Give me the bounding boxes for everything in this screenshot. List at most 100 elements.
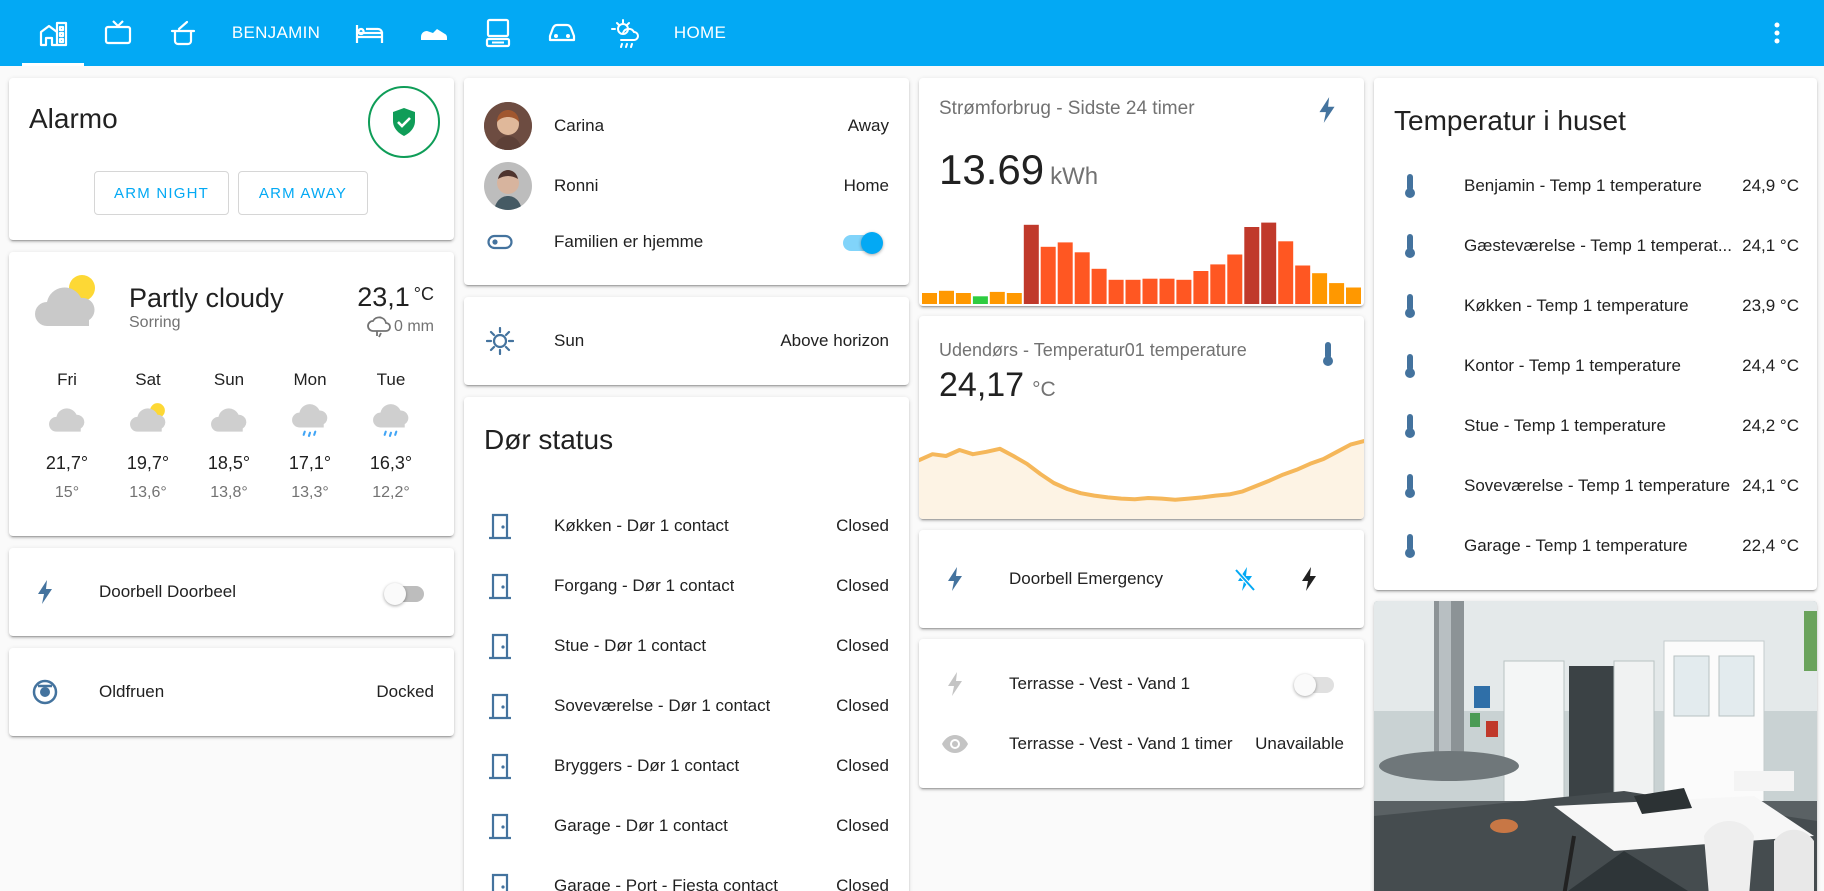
tab-kitchen[interactable] bbox=[163, 0, 203, 66]
tab-hallway[interactable] bbox=[414, 0, 454, 66]
power-bar bbox=[1074, 252, 1090, 304]
outdoor-temp-area bbox=[919, 441, 1364, 519]
person-row-carina[interactable]: Carina Away bbox=[464, 102, 909, 150]
tab-home-city[interactable] bbox=[33, 0, 73, 66]
temperature-row[interactable]: Køkken - Temp 1 temperature 23,9 °C bbox=[1374, 286, 1817, 326]
tab-office[interactable] bbox=[478, 0, 518, 66]
temperature-row[interactable]: Soveværelse - Temp 1 temperature 24,1 °C bbox=[1374, 466, 1817, 506]
outdoor-unit: °C bbox=[1032, 378, 1056, 401]
temperature-row[interactable]: Gæsteværelse - Temp 1 temperat... 24,1 °C bbox=[1374, 226, 1817, 266]
thermometer-icon bbox=[1394, 470, 1426, 502]
forecast-day-name: Mon bbox=[293, 370, 327, 389]
doorbell-toggle[interactable] bbox=[384, 583, 428, 605]
power-bar bbox=[1040, 246, 1056, 304]
temperature-label: Køkken - Temp 1 temperature bbox=[1464, 296, 1689, 315]
door-label: Køkken - Dør 1 contact bbox=[554, 516, 729, 535]
flash-off-button[interactable] bbox=[1229, 563, 1261, 595]
thermometer-icon bbox=[1394, 410, 1426, 442]
temperature-row[interactable]: Stue - Temp 1 temperature 24,2 °C bbox=[1374, 406, 1817, 446]
doorbell-card: Doorbell Doorbeel bbox=[9, 548, 454, 636]
door-label: Garage - Port - Fiesta contact bbox=[554, 876, 778, 891]
rainy-icon bbox=[292, 404, 328, 437]
door-row[interactable]: Forgang - Dør 1 contact Closed bbox=[464, 566, 909, 606]
outdoor-value-block: 24,17 °C bbox=[939, 366, 1056, 405]
person-name-ronni: Ronni bbox=[554, 176, 599, 195]
door-state: Closed bbox=[836, 696, 889, 715]
tab-home[interactable]: HOME bbox=[665, 0, 735, 66]
power-card[interactable]: Strømforbrug - Sidste 24 timer 13.69 kWh bbox=[919, 78, 1364, 306]
door-row[interactable]: Bryggers - Dør 1 contact Closed bbox=[464, 746, 909, 786]
tab-bedroom[interactable] bbox=[349, 0, 389, 66]
forecast-day: Sun 18,5° 13,8° bbox=[189, 370, 269, 502]
forecast-day: Mon 17,1° 13,3° bbox=[270, 370, 350, 502]
door-closed-icon bbox=[484, 690, 516, 722]
terrace-valve-toggle-knob bbox=[1294, 674, 1316, 696]
tv-icon bbox=[104, 20, 132, 45]
door-closed-icon bbox=[484, 510, 516, 542]
overflow-menu-button[interactable] bbox=[1762, 0, 1792, 66]
temperature-label: Kontor - Temp 1 temperature bbox=[1464, 356, 1682, 375]
power-bar bbox=[1329, 283, 1345, 304]
forecast-low: 13,6° bbox=[129, 484, 167, 501]
power-bar bbox=[1312, 273, 1328, 304]
door-row[interactable]: Køkken - Dør 1 contact Closed bbox=[464, 506, 909, 546]
vacuum-state: Docked bbox=[376, 682, 434, 701]
person-row-ronni[interactable]: Ronni Home bbox=[464, 162, 909, 210]
terrace-timer-row[interactable]: Terrasse - Vest - Vand 1 timer Unavailab… bbox=[919, 724, 1364, 764]
terrace-valve-row[interactable]: Terrasse - Vest - Vand 1 bbox=[919, 664, 1364, 704]
door-closed-icon bbox=[484, 870, 516, 891]
terrace-valve-toggle[interactable] bbox=[1294, 674, 1338, 696]
vacuum-card: Oldfruen Docked bbox=[9, 648, 454, 736]
person-state-carina: Away bbox=[847, 116, 889, 135]
cloudy-icon bbox=[49, 408, 85, 432]
door-label: Stue - Dør 1 contact bbox=[554, 636, 707, 655]
power-bar-chart bbox=[922, 222, 1361, 304]
temperature-title: Temperatur i huset bbox=[1394, 105, 1626, 136]
door-row[interactable]: Soveværelse - Dør 1 contact Closed bbox=[464, 686, 909, 726]
doorbell-row[interactable]: Doorbell Doorbeel bbox=[9, 572, 454, 612]
power-bar bbox=[1278, 241, 1294, 304]
outdoor-value: 24,17 bbox=[939, 366, 1025, 404]
outdoor-temp-graph bbox=[919, 439, 1364, 519]
thermometer-icon bbox=[1323, 342, 1333, 366]
temperature-row[interactable]: Benjamin - Temp 1 temperature 24,9 °C bbox=[1374, 166, 1817, 206]
people-card: Carina Away Ronni Home Familien er hjemm… bbox=[464, 78, 909, 285]
alarmo-title: Alarmo bbox=[29, 103, 118, 134]
family-home-toggle[interactable] bbox=[841, 231, 885, 255]
power-bar bbox=[1210, 264, 1226, 304]
weather-card[interactable]: Partly cloudy Sorring 23,1 °C 0 mm Fri 21… bbox=[9, 252, 454, 536]
family-home-row[interactable]: Familien er hjemme bbox=[464, 222, 909, 262]
temperature-row[interactable]: Garage - Temp 1 temperature 22,4 °C bbox=[1374, 526, 1817, 566]
arm-away-button[interactable]: ARM AWAY bbox=[238, 171, 368, 215]
power-bar bbox=[1227, 254, 1243, 304]
flash-on-button[interactable] bbox=[1293, 563, 1325, 595]
arm-night-button[interactable]: ARM NIGHT bbox=[94, 171, 229, 215]
tab-benjamin-label: BENJAMIN bbox=[231, 23, 321, 42]
power-bar bbox=[1023, 224, 1039, 304]
temperature-row[interactable]: Kontor - Temp 1 temperature 24,4 °C bbox=[1374, 346, 1817, 386]
door-row[interactable]: Stue - Dør 1 contact Closed bbox=[464, 626, 909, 666]
tab-garage[interactable] bbox=[542, 0, 582, 66]
tab-weather[interactable] bbox=[606, 0, 646, 66]
forecast-high: 19,7° bbox=[126, 453, 170, 473]
temperature-value: 24,2 °C bbox=[1742, 416, 1799, 435]
terrace-timer-state: Unavailable bbox=[1255, 734, 1344, 753]
tab-tv[interactable] bbox=[98, 0, 138, 66]
camera-card[interactable] bbox=[1374, 601, 1817, 891]
power-value-block: 13.69 kWh bbox=[939, 146, 1098, 194]
eye-icon bbox=[939, 728, 971, 760]
sun-row[interactable]: Sun Above horizon bbox=[464, 321, 909, 361]
tab-benjamin[interactable]: BENJAMIN bbox=[223, 0, 329, 66]
door-row[interactable]: Garage - Dør 1 contact Closed bbox=[464, 806, 909, 846]
alarm-status-button[interactable] bbox=[368, 86, 440, 158]
door-label: Garage - Dør 1 contact bbox=[554, 816, 728, 835]
sun-state: Above horizon bbox=[780, 331, 889, 350]
forecast-high: 17,1° bbox=[288, 453, 332, 473]
doorbell-emergency-row[interactable]: Doorbell Emergency bbox=[919, 559, 1364, 599]
outdoor-temp-card[interactable]: Udendørs - Temperatur01 temperature 24,1… bbox=[919, 316, 1364, 519]
temperature-value: 24,1 °C bbox=[1742, 476, 1799, 495]
weather-current-temp: 23,1 °C bbox=[357, 282, 434, 313]
door-closed-icon bbox=[484, 810, 516, 842]
vacuum-row[interactable]: Oldfruen Docked bbox=[9, 672, 454, 712]
door-row[interactable]: Garage - Port - Fiesta contact Closed bbox=[464, 866, 909, 891]
